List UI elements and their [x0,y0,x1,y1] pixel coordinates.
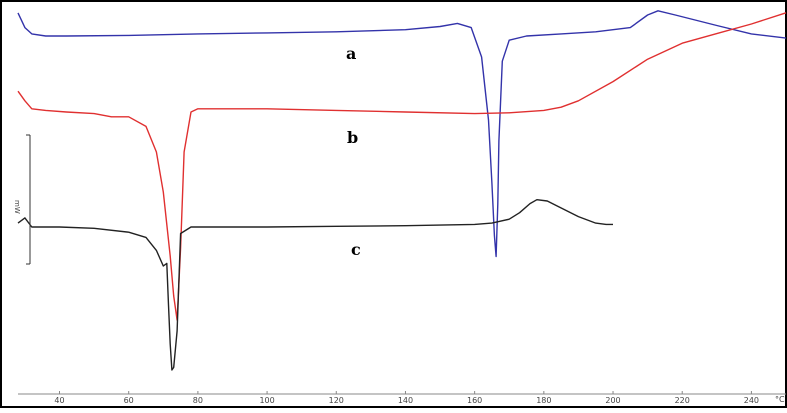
x-tick-label: 80 [193,396,203,405]
curves-group [17,10,787,371]
x-tick-label: 40 [54,396,64,405]
x-tick-label: 180 [536,396,551,405]
x-tick-label: 120 [329,396,344,405]
curve-label-a: a [346,44,356,63]
series-line-a [17,10,787,258]
series-line-b [17,12,787,321]
curve-label-c: c [351,240,361,259]
x-ticks-group: 40 60 80 100 120 140 160 180 200 220 240 [54,391,759,405]
x-tick-label: 100 [259,396,274,405]
x-unit-label: °C [775,395,785,404]
x-tick-label: 220 [675,396,690,405]
x-tick-label: 160 [467,396,482,405]
scale-bar-label: mW [13,200,21,214]
x-tick-label: 140 [398,396,413,405]
x-tick-label: 60 [124,396,134,405]
curve-label-b: b [347,128,358,147]
x-tick-label: 200 [605,396,620,405]
scale-bar: mW [13,134,31,265]
x-tick-label: 240 [744,396,759,405]
series-line-c [17,199,613,371]
